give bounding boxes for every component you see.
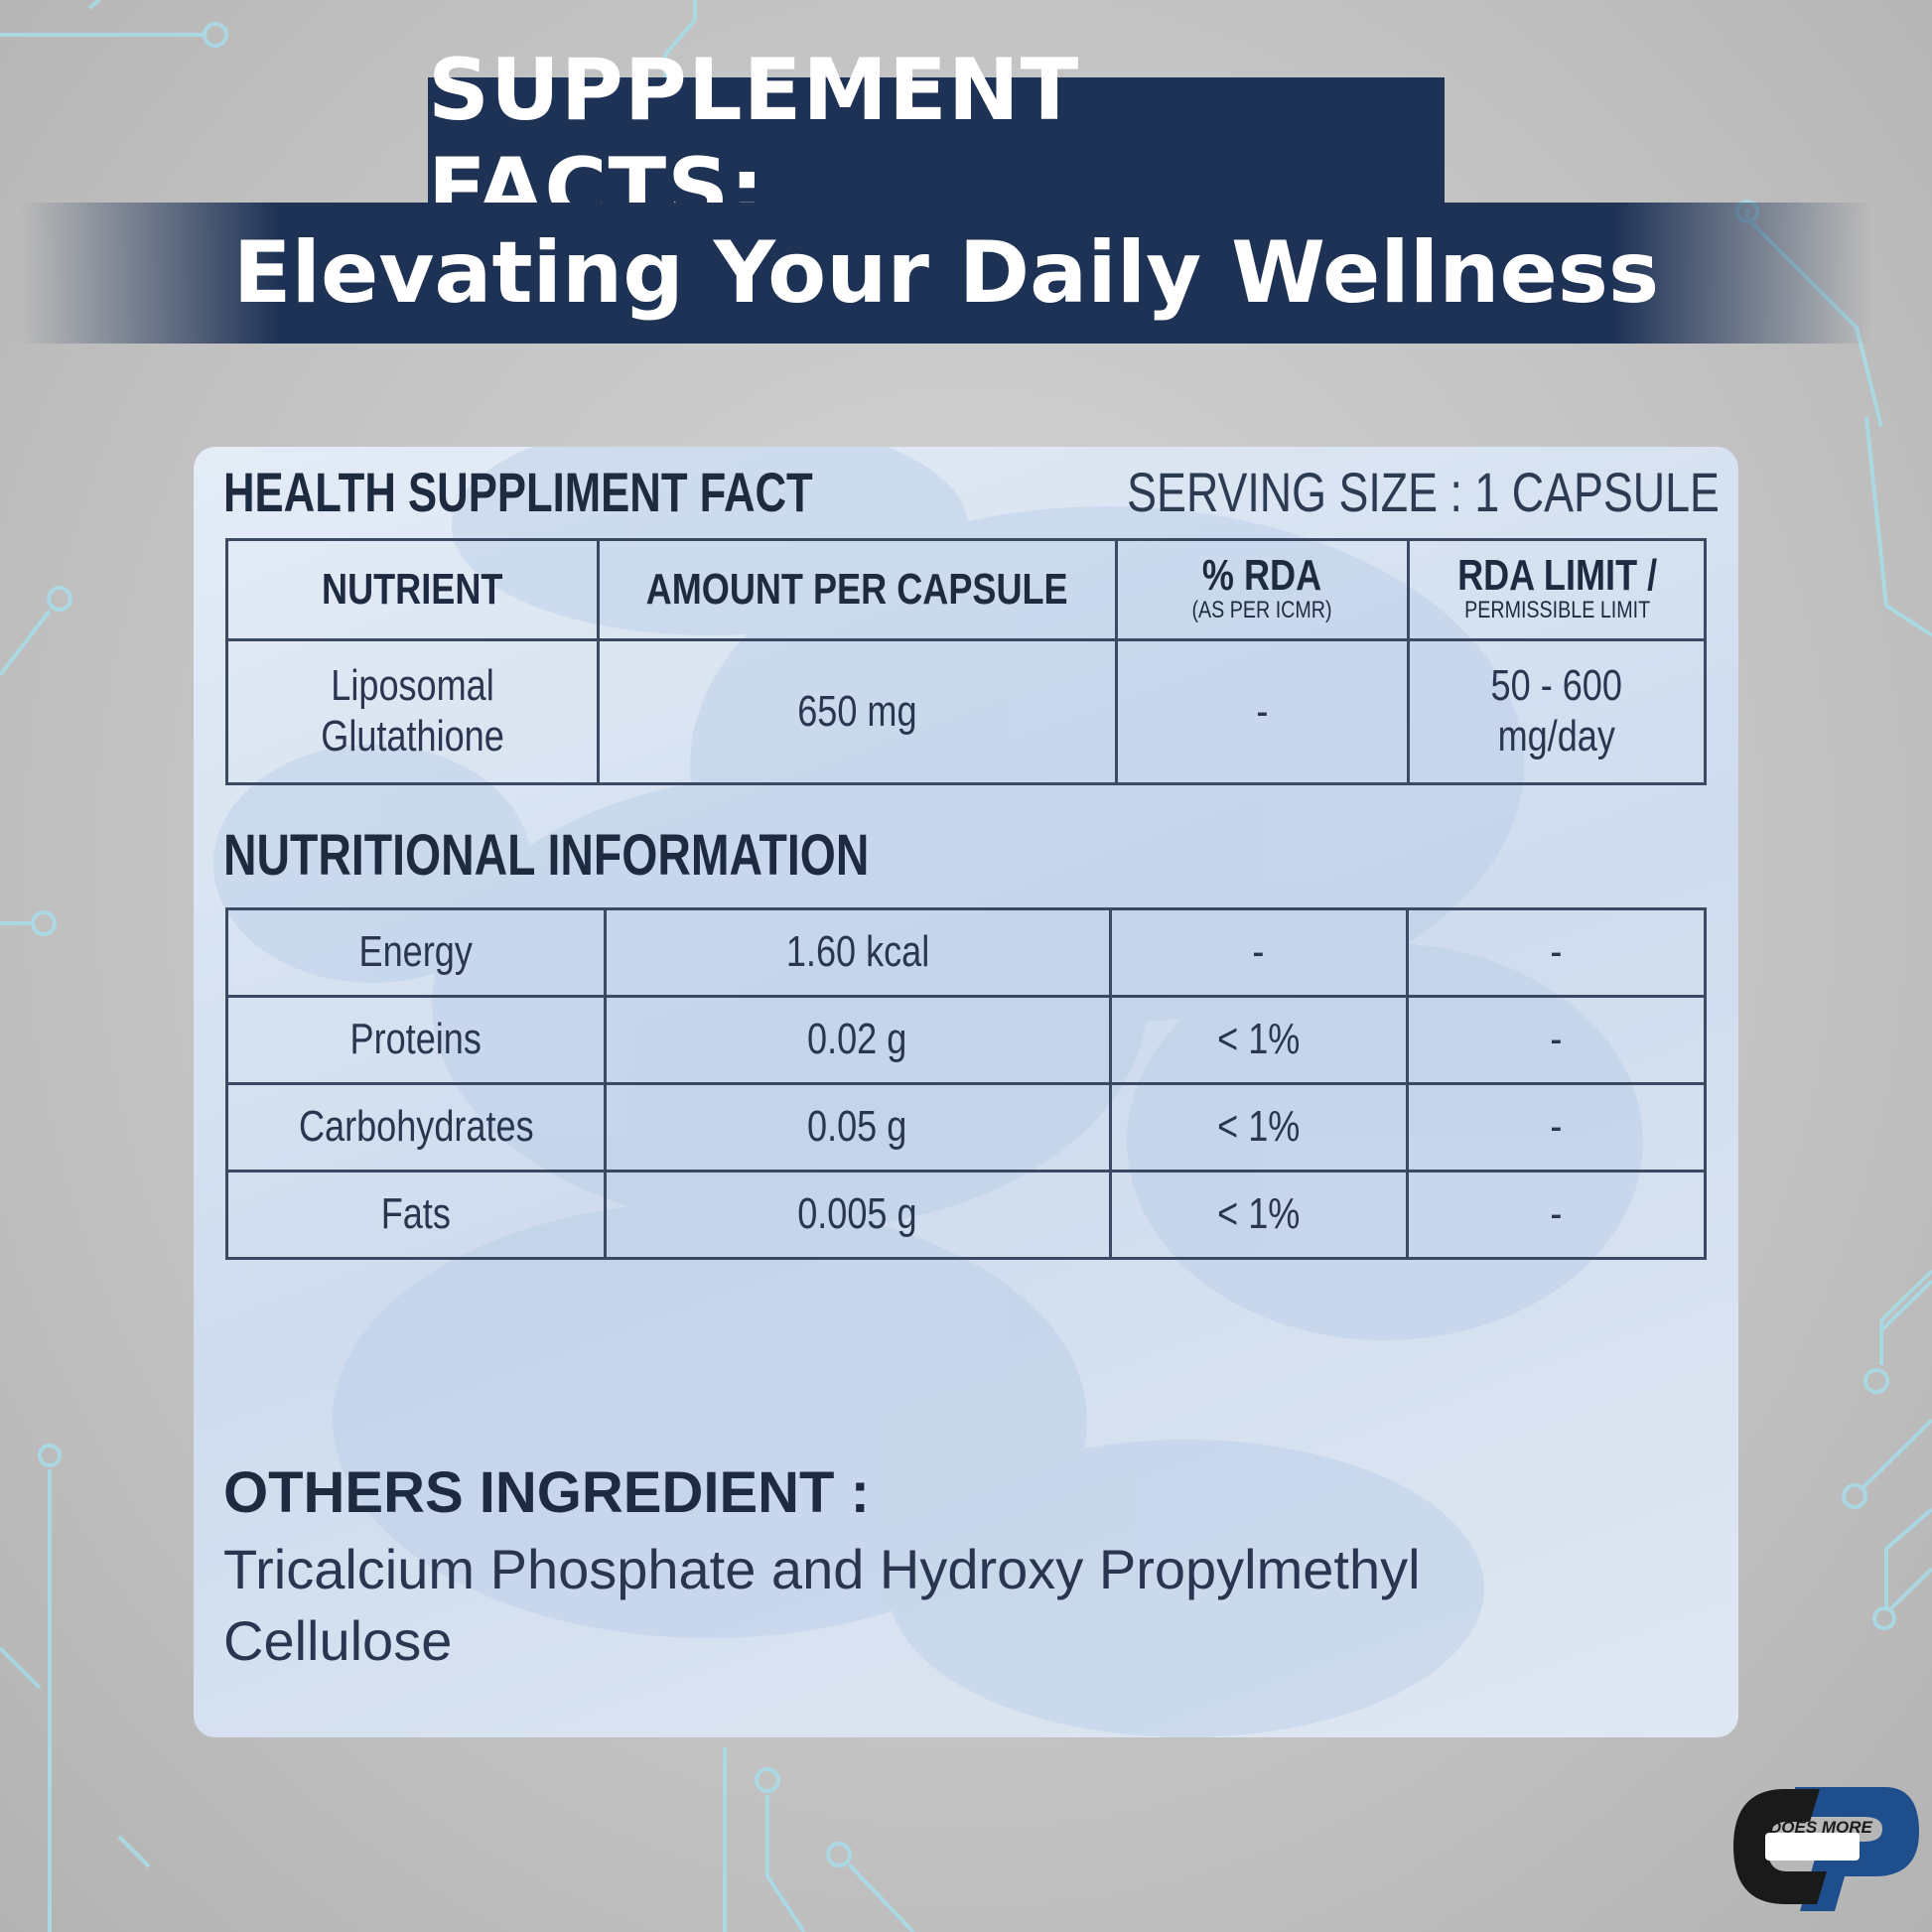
supplement-facts-panel: HEALTH SUPPLIMENT FACT SERVING SIZE : 1 … [194,447,1738,1737]
table-row: Proteins 0.02 g < 1% - [225,995,1708,1085]
rda-cell: < 1% [1108,995,1409,1085]
col-rda: % RDA (AS PER ICMR) [1114,538,1411,641]
nutrient-cell: Carbohydrates [225,1082,607,1173]
nutrition-table: Energy 1.60 kcal - - Proteins 0.02 g < 1… [225,907,1708,1260]
nutrient-cell: Liposomal Glutathione [224,638,601,785]
main-title: SUPPLEMENT FACTS: [428,41,1445,239]
nutrient-cell: Proteins [225,995,607,1085]
supplement-table: NUTRIENT AMOUNT PER CAPSULE % RDA (AS PER… [224,538,1707,785]
col-amount: AMOUNT PER CAPSULE [597,538,1118,641]
amount-cell: 0.005 g [603,1170,1112,1260]
nutrition-section-title: NUTRITIONAL INFORMATION [223,823,870,888]
logo-tagline: DOES MORE [1769,1818,1872,1837]
rda-cell: - [1108,907,1409,998]
amount-cell: 0.05 g [603,1082,1112,1173]
table-row: Energy 1.60 kcal - - [225,907,1708,998]
nutrient-cell: Fats [225,1170,607,1260]
amount-cell: 1.60 kcal [603,907,1112,998]
col-limit: RDA LIMIT / PERMISSIBLE LIMIT [1407,538,1707,641]
limit-cell: - [1405,1170,1708,1260]
limit-cell: - [1405,1082,1708,1173]
table-row: Carbohydrates 0.05 g < 1% - [225,1082,1708,1173]
panel-heading: HEALTH SUPPLIMENT FACT [223,460,813,523]
limit-cell: - [1405,907,1708,998]
rda-cell: < 1% [1108,1170,1409,1260]
amount-cell: 650 mg [597,638,1118,785]
limit-cell: - [1405,995,1708,1085]
limit-cell: 50 - 600 mg/day [1407,638,1707,785]
nutrient-cell: Energy [225,907,607,998]
table-row: Liposomal Glutathione 650 mg - 50 - 600 mg… [224,638,1707,785]
rda-cell: < 1% [1108,1082,1409,1173]
brand-logo [1733,1787,1919,1911]
amount-cell: 0.02 g [603,995,1112,1085]
table-row: Fats 0.005 g < 1% - [225,1170,1708,1260]
rda-cell: - [1114,638,1411,785]
others-ingredient-text: Tricalcium Phosphate and Hydroxy Propylm… [223,1538,1421,1672]
panel-header: HEALTH SUPPLIMENT FACT SERVING SIZE : 1 … [223,460,1720,523]
table-header-row: NUTRIENT AMOUNT PER CAPSULE % RDA (AS PER… [224,538,1707,641]
serving-size: SERVING SIZE : 1 CAPSULE [1127,460,1721,523]
col-nutrient: NUTRIENT [224,538,601,641]
others-ingredient-title: OTHERS INGREDIENT : [223,1460,870,1525]
subtitle-banner: Elevating Your Daily Wellness [20,203,1872,344]
